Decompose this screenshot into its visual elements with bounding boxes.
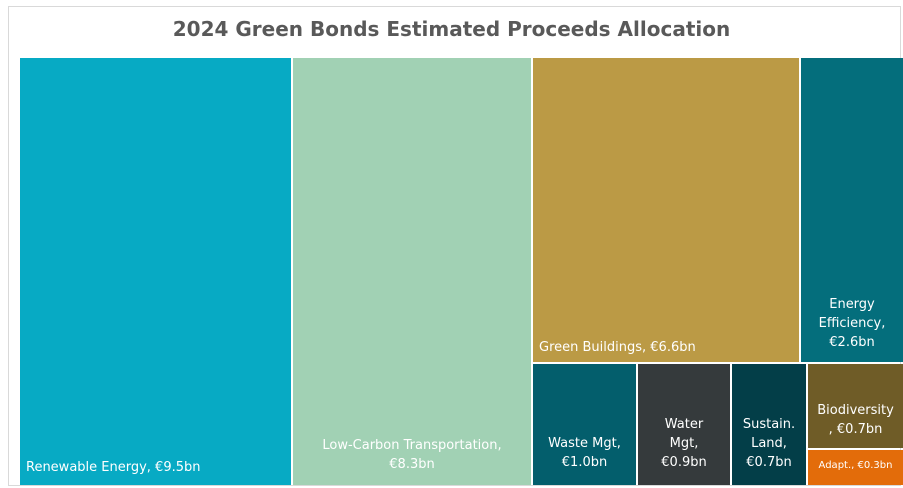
treemap-tile-transport: Low-Carbon Transportation, €8.3bn	[293, 58, 531, 485]
treemap-label-line: , €0.7bn	[828, 422, 883, 437]
treemap-label-renewable: Renewable Energy, €9.5bn	[26, 458, 201, 477]
treemap-label-line: Green Buildings, €6.6bn	[539, 340, 696, 355]
treemap-tile-efficiency: Energy Efficiency, €2.6bn	[801, 58, 903, 362]
treemap-tile-land: Sustain. Land, €0.7bn	[732, 364, 806, 485]
treemap-label-line: €1.0bn	[561, 455, 608, 470]
treemap-label-line: Low-Carbon Transportation,	[322, 438, 502, 453]
treemap-label-line: Mgt,	[669, 436, 699, 451]
treemap-label-buildings: Green Buildings, €6.6bn	[539, 338, 696, 357]
treemap-tile-buildings: Green Buildings, €6.6bn	[533, 58, 799, 362]
treemap-label-line: Land,	[751, 436, 787, 451]
treemap-tile-water: Water Mgt, €0.9bn	[638, 364, 730, 485]
treemap-label-line: Efficiency,	[818, 316, 886, 331]
treemap-label-line: €0.7bn	[746, 455, 792, 470]
treemap-tile-renewable: Renewable Energy, €9.5bn	[20, 58, 291, 485]
treemap-label-line: Adapt., €0.3bn	[818, 460, 893, 471]
treemap-label-line: Energy	[829, 297, 875, 312]
treemap-label-adapt: Adapt., €0.3bn	[808, 459, 903, 473]
treemap-label-water: Water Mgt, €0.9bn	[638, 415, 730, 472]
treemap-label-line: €2.6bn	[829, 335, 875, 350]
treemap-label-line: Biodiversity	[817, 403, 894, 418]
treemap-label-line: Waste Mgt,	[548, 436, 621, 451]
treemap-label-line: €8.3bn	[389, 457, 435, 472]
treemap-label-biodiversity: Biodiversity , €0.7bn	[808, 401, 903, 439]
treemap-label-efficiency: Energy Efficiency, €2.6bn	[801, 295, 903, 352]
treemap-tile-waste: Waste Mgt, €1.0bn	[533, 364, 636, 485]
treemap-label-line: Sustain.	[742, 417, 796, 432]
treemap-tile-biodiversity: Biodiversity , €0.7bn	[808, 364, 903, 448]
treemap-label-transport: Low-Carbon Transportation, €8.3bn	[293, 436, 531, 474]
treemap-label-line: Water	[664, 417, 704, 432]
chart-title: 2024 Green Bonds Estimated Proceeds Allo…	[172, 17, 731, 41]
treemap-label-land: Sustain. Land, €0.7bn	[732, 415, 806, 472]
treemap-label-waste: Waste Mgt, €1.0bn	[533, 434, 636, 472]
treemap-label-line: €0.9bn	[661, 455, 707, 470]
treemap-label-line: Renewable Energy, €9.5bn	[26, 460, 201, 475]
treemap-tile-adapt: Adapt., €0.3bn	[808, 450, 903, 485]
